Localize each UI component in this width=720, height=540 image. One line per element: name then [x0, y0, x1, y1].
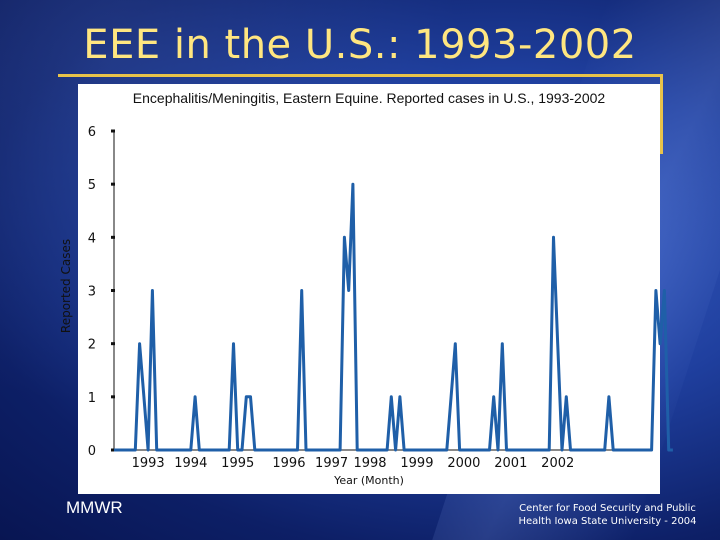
- footer-credit: Center for Food Security and Public Heal…: [500, 502, 715, 528]
- y-tick-mark: [111, 129, 115, 133]
- x-tick-label: 2002: [541, 456, 574, 471]
- y-tick-label: 1: [88, 391, 96, 406]
- x-tick-label: 1995: [221, 456, 254, 471]
- footer-credit-line2: Health Iowa State University - 2004: [518, 516, 697, 527]
- y-tick-mark: [111, 235, 115, 239]
- x-tick-label: 1999: [400, 456, 433, 471]
- y-tick-label: 2: [88, 338, 96, 353]
- y-tick-mark: [111, 342, 115, 346]
- y-tick-label: 0: [88, 444, 96, 459]
- y-tick-mark: [111, 182, 115, 186]
- y-axis-label: Reported Cases: [59, 239, 73, 333]
- y-tick-label: 3: [88, 285, 96, 300]
- y-tick-mark: [111, 289, 115, 292]
- footer-source: MMWR: [66, 498, 123, 517]
- slide-title: EEE in the U.S.: 1993-2002: [83, 22, 637, 68]
- x-tick-label: 1994: [174, 456, 207, 471]
- chart-title: Encephalitis/Meningitis, Eastern Equine.…: [132, 90, 606, 106]
- y-tick-mark: [111, 448, 115, 452]
- x-tick-label: 1993: [132, 456, 165, 471]
- x-tick-label: 1997: [315, 456, 348, 471]
- x-axis-label: Year (Month): [333, 474, 404, 487]
- x-ticks: 1993 1994 1995 1996 1997 1998 1999 2000 2001 2002: [132, 456, 575, 471]
- x-tick-label: 2001: [494, 456, 527, 471]
- y-tick-label: 5: [88, 178, 96, 193]
- y-tick-mark: [111, 395, 115, 399]
- y-ticks: 0 1 2 3 4 5 6: [88, 125, 115, 459]
- x-tick-label: 1996: [272, 456, 305, 471]
- series-line: [114, 182, 673, 452]
- y-tick-label: 6: [88, 125, 96, 140]
- x-tick-label: 1998: [353, 456, 386, 471]
- footer-credit-line1: Center for Food Security and Public: [519, 503, 696, 514]
- title-underline: [58, 74, 663, 77]
- x-tick-label: 2000: [447, 456, 480, 471]
- y-tick-label: 4: [88, 231, 96, 246]
- title-rule-vertical: [660, 74, 663, 154]
